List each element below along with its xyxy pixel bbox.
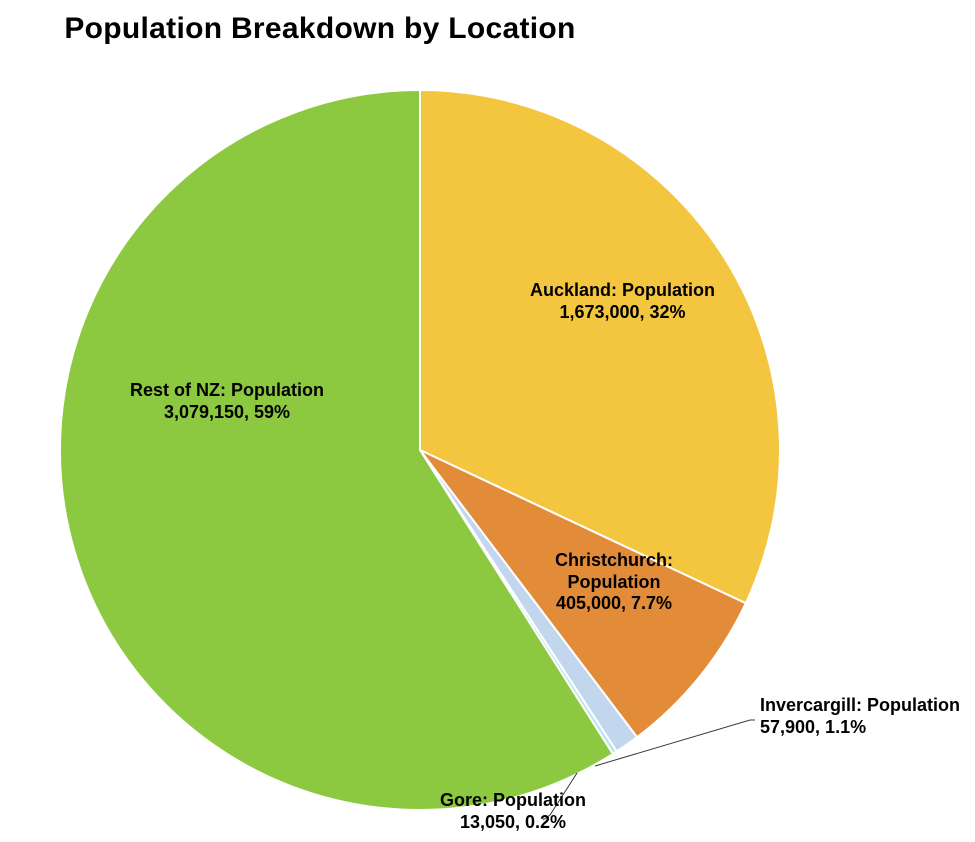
slice-label: Christchurch:Population405,000, 7.7% bbox=[555, 550, 673, 615]
slice-label-line: 1,673,000, 32% bbox=[530, 302, 715, 324]
slice-label-line: Auckland: Population bbox=[530, 280, 715, 302]
slice-label-line: Christchurch: bbox=[555, 550, 673, 572]
pie-chart-container: Population Breakdown by Location Aucklan… bbox=[0, 0, 975, 842]
slice-label-line: Invercargill: Population bbox=[760, 695, 960, 717]
slice-label: Auckland: Population1,673,000, 32% bbox=[530, 280, 715, 323]
slice-label-line: 13,050, 0.2% bbox=[440, 812, 586, 834]
slice-label-line: 57,900, 1.1% bbox=[760, 717, 960, 739]
slice-label: Invercargill: Population57,900, 1.1% bbox=[760, 695, 960, 738]
slice-label-line: Gore: Population bbox=[440, 790, 586, 812]
slice-label-line: Population bbox=[555, 572, 673, 594]
slice-label-line: Rest of NZ: Population bbox=[130, 380, 324, 402]
slice-label-line: 405,000, 7.7% bbox=[555, 593, 673, 615]
slice-label: Gore: Population13,050, 0.2% bbox=[440, 790, 586, 833]
slice-label-line: 3,079,150, 59% bbox=[130, 402, 324, 424]
slice-label: Rest of NZ: Population3,079,150, 59% bbox=[130, 380, 324, 423]
